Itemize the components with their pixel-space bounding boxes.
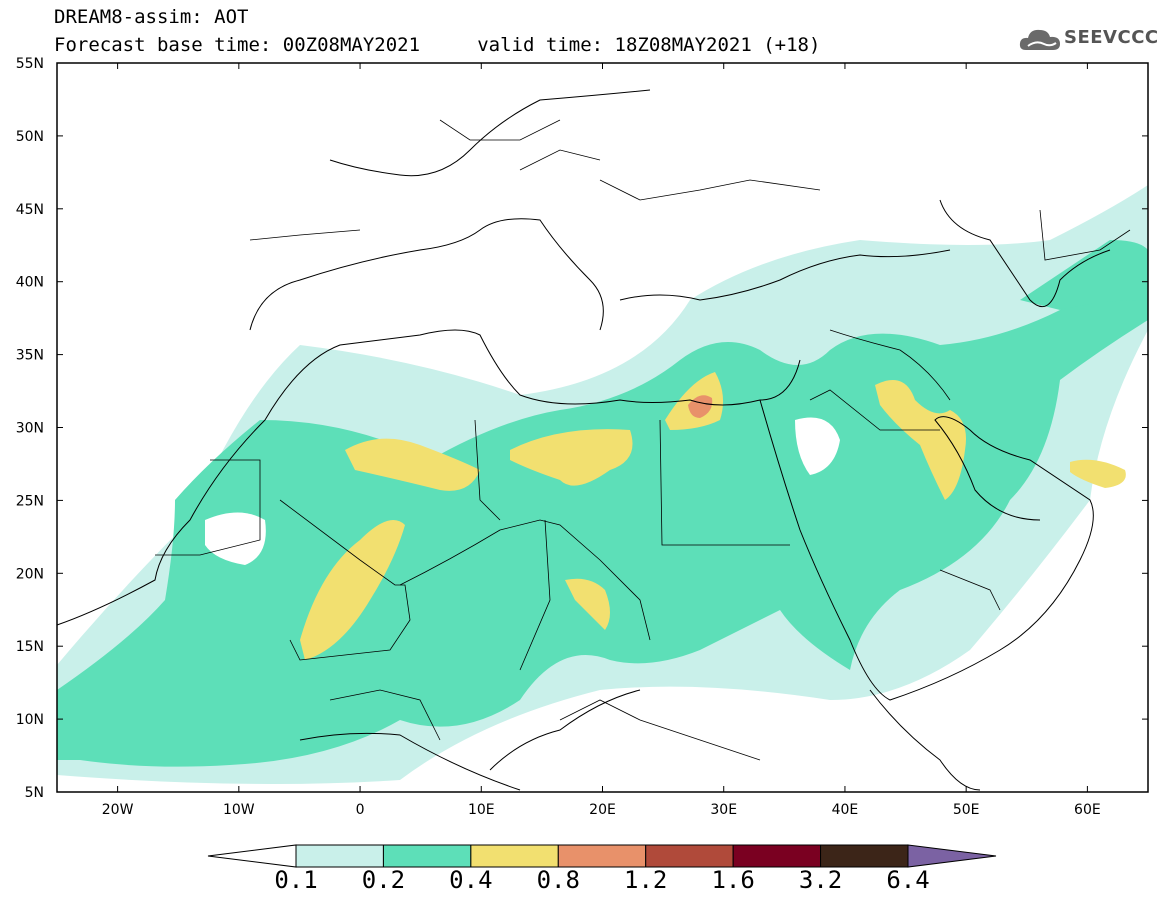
- colorbar-arrow-high: [907, 844, 997, 868]
- colorbar-swatch: [557, 844, 647, 868]
- colorbar-value-label: 0.2: [361, 866, 406, 894]
- lat-tick-label: 15N: [16, 639, 44, 655]
- colorbar-value-label: 6.4: [886, 866, 930, 894]
- colorbar-value-label: 0.8: [536, 866, 580, 894]
- aot-band-yellow-7: [1070, 459, 1126, 488]
- forecast-time-label: Forecast base time: 00Z08MAY2021 valid t…: [54, 34, 821, 56]
- aot-shading: [57, 185, 1148, 784]
- lon-tick-label: 0: [356, 802, 365, 818]
- lat-tick-label: 35N: [16, 348, 44, 364]
- clear-patch-saudi: [795, 417, 840, 475]
- aot-band-green-east: [1020, 240, 1148, 310]
- lat-tick-label: 25N: [16, 493, 44, 509]
- colorbar-swatch: [820, 844, 909, 868]
- colorbar-swatch: [382, 844, 472, 868]
- colorbar-value-label: 1.6: [711, 866, 755, 894]
- colorbar-value-label: 3.2: [798, 866, 843, 894]
- aot-band-yellow-6: [875, 380, 966, 500]
- lon-tick-label: 40E: [832, 802, 859, 818]
- lat-tick-label: 30N: [16, 421, 44, 437]
- longitude-axis: 20W 10W 0 10E 20E 30E 40E 50E 60E: [102, 63, 1101, 818]
- cloud-logo-icon: [1018, 24, 1158, 56]
- aot-band-yellow-4: [565, 578, 610, 630]
- aot-band-yellow-3: [510, 429, 633, 486]
- colorbar-swatch: [645, 844, 734, 868]
- colorbar-value-label: 0.4: [449, 866, 493, 894]
- lon-tick-label: 50E: [953, 802, 980, 818]
- latitude-axis: 55N 50N 45N 40N 35N 30N 25N 20N 15N 10N 5N: [16, 56, 1148, 801]
- colorbar-value-label: 1.2: [624, 866, 668, 894]
- colorbar-value-label: 0.1: [274, 866, 318, 894]
- lat-tick-label: 45N: [16, 202, 44, 218]
- lon-tick-label: 60E: [1074, 802, 1101, 818]
- clear-patch-west: [205, 512, 266, 565]
- logo-text: SEEVCCC: [1064, 27, 1159, 48]
- colorbar-swatch: [732, 844, 822, 868]
- lon-tick-label: 30E: [710, 802, 737, 818]
- lat-tick-label: 55N: [16, 56, 44, 72]
- colorbar-swatch: [295, 844, 384, 868]
- colorbar-swatch: [470, 844, 559, 868]
- lon-tick-label: 10W: [223, 802, 255, 818]
- lat-tick-label: 5N: [25, 785, 44, 801]
- country-borders: [155, 119, 1131, 761]
- lat-tick-label: 20N: [16, 566, 44, 582]
- map-title: DREAM8-assim: AOT: [54, 6, 249, 28]
- lat-tick-label: 50N: [16, 129, 44, 145]
- lat-tick-label: 40N: [16, 275, 44, 291]
- lon-tick-label: 20E: [589, 802, 616, 818]
- lon-tick-label: 20W: [102, 802, 134, 818]
- lon-tick-label: 10E: [468, 802, 495, 818]
- lat-tick-label: 10N: [16, 712, 44, 728]
- colorbar-arrow-low: [207, 844, 297, 868]
- aot-band-yellow-2: [300, 520, 405, 660]
- aot-band-yellow-1: [345, 438, 480, 491]
